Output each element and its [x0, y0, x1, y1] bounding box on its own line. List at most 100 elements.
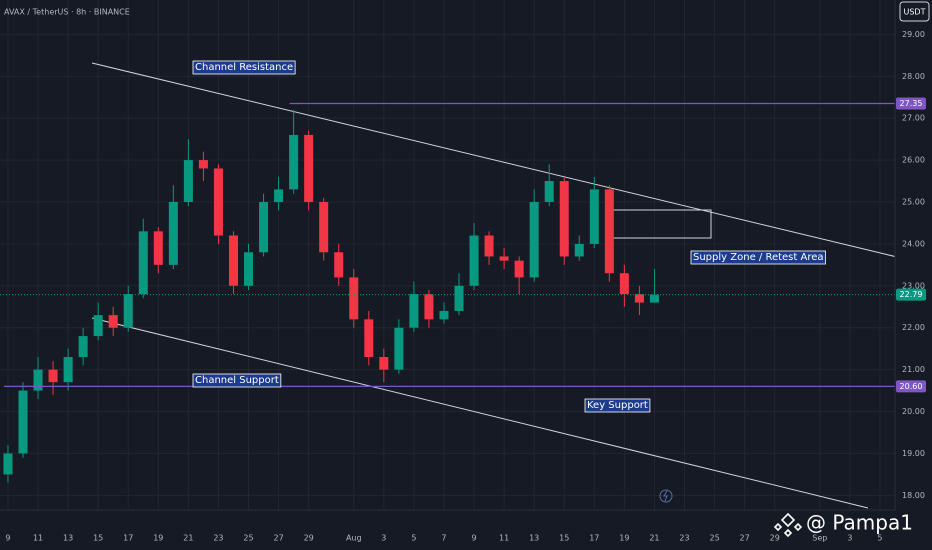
annotation-box — [192, 373, 282, 388]
y-tick-label: 24.00 — [902, 239, 925, 248]
axes: 18.00 19.00 20.00 21.00 22.00 23.00 24.00 25.00… — [5, 30, 926, 543]
candle-body — [394, 327, 404, 370]
candle-body — [153, 231, 163, 265]
y-tick-label: 25.00 — [902, 197, 925, 206]
price-tag-label: 27.35 — [900, 99, 923, 108]
candle-body — [409, 294, 419, 328]
x-tick-label: 19 — [153, 534, 163, 543]
y-tick-label: 19.00 — [902, 449, 925, 458]
x-tick-label: 11 — [33, 534, 43, 543]
x-tick-label: 29 — [770, 534, 780, 543]
x-tick-label: 15 — [559, 534, 569, 543]
chart-title: AVAX / TetherUS · 8h · BINANCE — [4, 8, 130, 17]
candle-body — [289, 134, 299, 190]
last-price-label: 22.79 — [900, 290, 923, 299]
candle-body — [544, 181, 554, 202]
candle-body — [93, 315, 103, 337]
candle-body — [529, 201, 539, 278]
candle-body — [469, 235, 479, 286]
x-tick-label: 9 — [5, 534, 10, 543]
annotation-box — [690, 250, 826, 265]
candle-body — [183, 160, 193, 202]
annotation-box — [584, 398, 651, 413]
x-tick-label: 7 — [441, 534, 446, 543]
candle-body — [499, 256, 509, 261]
candle-body — [439, 310, 449, 320]
annotation-label: Channel Support — [195, 375, 279, 386]
x-axis-area — [0, 510, 932, 550]
candle-body — [334, 252, 344, 278]
grid — [0, 0, 895, 510]
candle-body — [63, 357, 73, 383]
x-tick-label: 23 — [213, 534, 223, 543]
x-tick-label: 25 — [243, 534, 253, 543]
candle-body — [484, 235, 494, 257]
annotation-label: Supply Zone / Retest Area — [693, 252, 824, 263]
candle-body — [33, 369, 43, 391]
candle-body — [228, 235, 238, 286]
y-tick-label: 21.00 — [902, 365, 925, 374]
x-tick-label: 19 — [619, 534, 629, 543]
x-tick-label: 23 — [679, 534, 689, 543]
x-tick-label: 3 — [381, 534, 386, 543]
candle-body — [634, 294, 644, 303]
bolt-icon — [659, 489, 673, 503]
candle-body — [319, 201, 329, 253]
x-tick-label: 17 — [123, 534, 133, 543]
y-tick-label: 22.00 — [902, 323, 925, 332]
candles — [0, 102, 895, 483]
candle-body — [349, 277, 359, 320]
channel-support-line — [91, 317, 869, 509]
y-tick-label: 18.00 — [902, 491, 925, 500]
x-tick-label: 13 — [529, 534, 539, 543]
currency-label[interactable]: USDT — [904, 8, 926, 17]
x-tick-label: 21 — [183, 534, 193, 543]
candle-body — [454, 285, 464, 311]
candle-body — [274, 189, 284, 202]
candle-body — [604, 189, 614, 274]
y-axis-area — [895, 0, 932, 550]
candle-body — [123, 294, 133, 328]
annotation-label: Key Support — [587, 400, 648, 411]
y-tick-label: 29.00 — [902, 30, 925, 39]
x-tick-label: 25 — [709, 534, 719, 543]
bolt-glyph — [663, 490, 668, 502]
price-tag — [896, 97, 926, 110]
candle-body — [619, 273, 629, 295]
x-tick-label: 27 — [273, 534, 283, 543]
x-tick-label: 29 — [304, 534, 314, 543]
candle-body — [18, 390, 28, 454]
y-tick-label: 26.00 — [902, 156, 925, 165]
candle-body — [108, 315, 118, 328]
candle-body — [559, 181, 569, 257]
candle-body — [213, 168, 223, 236]
candle-body — [379, 357, 389, 370]
last-price-tag — [896, 288, 926, 301]
currency-button[interactable] — [899, 1, 930, 22]
annotation-label: Channel Resistance — [195, 62, 293, 73]
candle-body — [424, 294, 434, 320]
candle-body — [259, 201, 269, 253]
price-tag-label: 20.60 — [900, 382, 923, 391]
candle-body — [138, 231, 148, 295]
candle-body — [514, 260, 524, 278]
x-tick-label: 9 — [471, 534, 476, 543]
watermark: @ Pampa1 — [806, 511, 913, 535]
x-tick-label: 3 — [847, 534, 852, 543]
candle-body — [244, 252, 254, 286]
candle-body — [48, 369, 58, 383]
y-tick-label: 27.00 — [902, 114, 925, 123]
candle-body — [589, 189, 599, 244]
candle-body — [198, 160, 208, 169]
x-tick-label: 27 — [740, 534, 750, 543]
x-tick-label: 21 — [649, 534, 659, 543]
x-tick-label: 17 — [589, 534, 599, 543]
y-tick-label: 20.00 — [902, 407, 925, 416]
x-tick-label: 11 — [499, 534, 509, 543]
watermark-logo — [773, 512, 803, 538]
x-tick-label: Aug — [346, 534, 362, 543]
annotation-box — [192, 60, 296, 75]
candle-body — [304, 134, 314, 202]
